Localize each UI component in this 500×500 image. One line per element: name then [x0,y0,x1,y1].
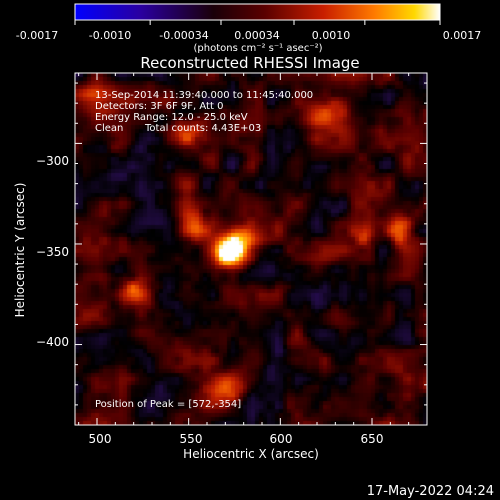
colorbar-ticks [74,20,441,25]
colorbar-tick-label: 0.00034 [234,29,280,42]
colorbar-tick-label: 0.0017 [443,29,482,42]
colorbar-gradient [74,3,441,21]
heatmap-image [75,73,427,425]
y-tick-label: −300 [36,154,69,168]
chart-title: Reconstructed RHESSI Image [140,54,359,72]
x-axis-label: Heliocentric X (arcsec) [183,447,319,461]
annotation-counts: Total counts: 4.43E+03 [144,123,261,134]
peak-position-label: Position of Peak = [572,-354] [95,399,241,410]
annotation-method: Clean [95,123,123,134]
x-tick-label: 500 [89,432,112,446]
annotation-detectors: Detectors: 3F 6F 9F, Att 0 [95,101,223,112]
colorbar-tick-label: -0.0010 [89,29,131,42]
x-tick-label: 650 [361,432,384,446]
y-tick-label: −350 [36,245,69,259]
plot-frame [74,72,428,426]
colorbar: -0.0017 -0.0010 -0.00034 0.00034 0.0010 … [16,3,482,54]
axis-ticks [75,73,428,426]
x-tick-label: 600 [270,432,293,446]
colorbar-units: (photons cm⁻² s⁻¹ asec⁻²) [193,43,322,54]
annotation-energy: Energy Range: 12.0 - 25.0 keV [95,112,248,123]
colorbar-tick-label: -0.0017 [16,29,58,42]
annotation-time-range: 13-Sep-2014 11:39:40.000 to 11:45:40.000 [95,90,313,101]
y-axis-label: Heliocentric Y (arcsec) [13,183,27,318]
colorbar-tick-label: 0.0010 [312,29,351,42]
x-tick-label: 550 [180,432,203,446]
timestamp: 17-May-2022 04:24 [367,484,494,499]
colorbar-tick-label: -0.00034 [159,29,208,42]
y-tick-label: −400 [36,335,69,349]
